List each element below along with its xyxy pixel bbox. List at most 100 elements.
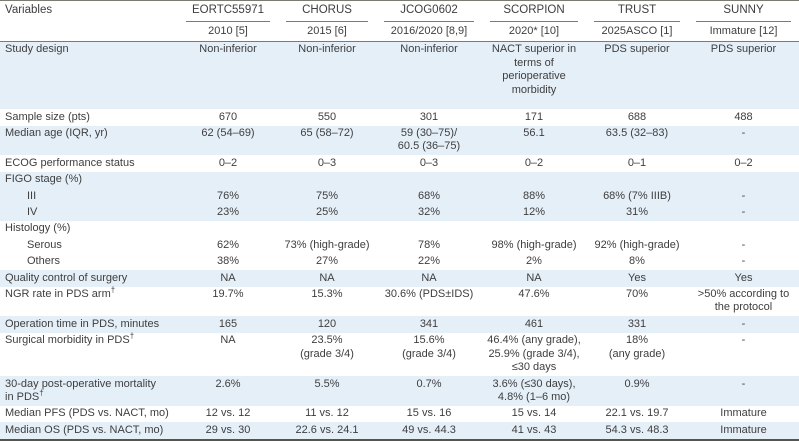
row-label: Sample size (pts) (5, 110, 90, 123)
cell: 65 (58–72) (300, 127, 354, 140)
cell: 31% (625, 206, 649, 219)
table-row-quality-control: Quality control of surgery NA NA NA NA Y… (0, 270, 799, 287)
cell: 62% (216, 238, 240, 251)
trial-year: 2020* [10] (482, 22, 586, 42)
cell (688, 172, 799, 188)
cell: Yes (734, 271, 753, 284)
dagger-footnote-mark: † (110, 285, 116, 295)
row-label: Study design (5, 43, 69, 56)
cell: 49 vs. 44.3 (402, 423, 456, 436)
cell: 171 (524, 110, 544, 123)
cell: 8% (629, 255, 645, 268)
row-label: III (27, 189, 37, 202)
cell (376, 221, 482, 237)
row-label: Median PFS (PDS vs. NACT, mo) (5, 407, 169, 420)
cell (278, 221, 376, 237)
cell: 0–2 (734, 156, 753, 169)
table-row-ngr-rate: NGR rate in PDS arm† 19.7% 15.3% 30.6% (… (0, 285, 799, 317)
trial-header-chorus: CHORUS (278, 1, 376, 23)
table-header: Variables EORTC55971 CHORUS JCOG0602 SCO… (0, 0, 799, 42)
dagger-footnote-mark: † (39, 388, 44, 398)
cell: - (741, 377, 746, 390)
cell: 78% (417, 238, 441, 251)
row-label: Others (27, 255, 61, 268)
cell: 0–3 (419, 156, 439, 169)
cell: Immature (720, 423, 767, 436)
cell: 165 (218, 317, 238, 330)
trial-name: TRUST (594, 3, 680, 22)
cell: - (741, 189, 746, 202)
cell: NA (220, 271, 236, 284)
cell: - (741, 334, 746, 347)
table-row-ecog: ECOG performance status 0–2 0–3 0–3 0–2 … (0, 155, 799, 171)
cell (278, 172, 376, 188)
cell (482, 221, 586, 237)
cell: 23.5% (grade 3/4) (300, 334, 354, 360)
cell (688, 221, 799, 237)
row-label: Quality control of surgery (5, 271, 128, 284)
cell: 32% (417, 206, 441, 219)
cell: 59 (30–75)/ 60.5 (36–75) (397, 127, 461, 153)
cell: 62 (54–69) (201, 127, 255, 140)
dagger-footnote-mark: † (129, 331, 135, 341)
table-row-sample-size: Sample size (pts) 670 550 301 171 688 48… (0, 109, 799, 125)
cell: NA (220, 334, 236, 347)
cell: 341 (419, 317, 439, 330)
cell (586, 172, 688, 188)
cell (178, 221, 278, 237)
row-label: ECOG performance status (5, 156, 135, 169)
cell: 47.6% (518, 288, 550, 301)
cell: 76% (216, 189, 240, 202)
trial-name: CHORUS (286, 3, 368, 22)
trial-name: JCOG0602 (384, 3, 474, 22)
trial-header-trust: TRUST (586, 1, 688, 23)
table-row-median-os: Median OS (PDS vs. NACT, mo) 29 vs. 30 2… (0, 422, 799, 440)
cell: 0–1 (627, 156, 647, 169)
cell: 22.1 vs. 19.7 (605, 407, 669, 420)
cell: NA (421, 271, 437, 284)
trial-header-eortc55971: EORTC55971 (178, 1, 278, 23)
cell: 29 vs. 30 (205, 423, 251, 436)
cell: 5.5% (314, 377, 340, 390)
cell: 41 vs. 43 (511, 423, 557, 436)
row-label: Surgical morbidity in PDS† (0, 331, 178, 376)
cell: 88% (522, 189, 546, 202)
trial-name: SUNNY (696, 3, 791, 22)
cell: 0–2 (218, 156, 238, 169)
cell: 301 (419, 110, 439, 123)
cell: 23% (216, 206, 240, 219)
table-row-median-pfs: Median PFS (PDS vs. NACT, mo) 12 vs. 12 … (0, 406, 799, 422)
table-row-figo-stage: FIGO stage (%) (0, 171, 799, 189)
trial-year: Immature [12] (688, 22, 799, 42)
cell: 688 (627, 110, 647, 123)
cell: 38% (216, 255, 240, 268)
table-row-surgical-morbidity: Surgical morbidity in PDS† NA 23.5% (gra… (0, 331, 799, 376)
cell: 0–2 (524, 156, 544, 169)
cell: 12% (522, 206, 546, 219)
cell: 331 (627, 317, 647, 330)
cell: 98% (high-grade) (491, 238, 577, 251)
cell: 2% (526, 255, 542, 268)
table-row-median-age: Median age (IQR, yr) 62 (54–69) 65 (58–7… (0, 125, 799, 156)
cell: 68% (417, 189, 441, 202)
row-label: Serous (27, 238, 62, 251)
table-row-figo-iii: III 76% 75% 68% 88% 68% (7% IIIB) - (0, 188, 799, 205)
cell: 63.5 (32–83) (605, 127, 669, 140)
table-row-figo-iv: IV 23% 25% 32% 12% 31% - (0, 204, 799, 221)
cell: - (741, 206, 746, 219)
cell: 0–3 (317, 156, 337, 169)
cell: 27% (315, 255, 339, 268)
cell: 68% (7% IIIB) (603, 189, 671, 202)
trial-year: 2025ASCO [1] (586, 22, 688, 42)
cell: 19.7% (212, 288, 244, 301)
cell: 92% (high-grade) (594, 238, 680, 251)
cell (586, 221, 688, 237)
cell: 488 (734, 110, 753, 123)
cell: 56.1 (523, 127, 545, 140)
row-label: FIGO stage (%) (5, 173, 83, 186)
cell: Non-inferior (199, 43, 257, 56)
cell: - (741, 238, 746, 251)
trial-name: SCORPION (490, 3, 578, 22)
cell: 25% (315, 206, 339, 219)
